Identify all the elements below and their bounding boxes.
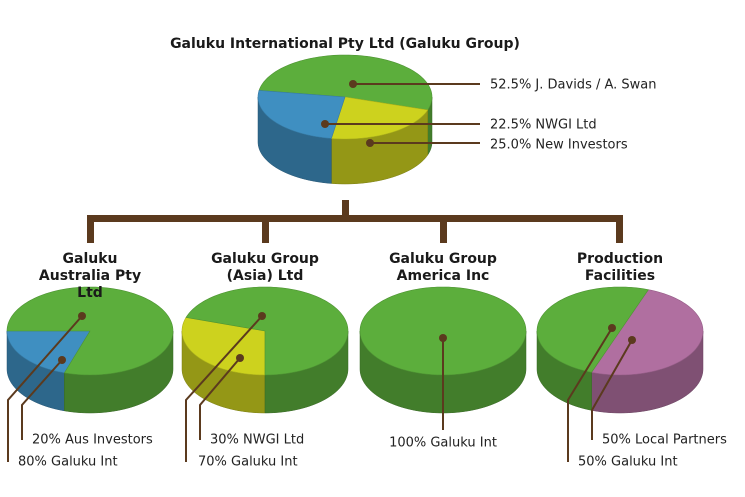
slice-label: 30% NWGI Ltd — [210, 433, 304, 448]
slice-label: 25.0% New Investors — [490, 138, 628, 153]
slice-label: 70% Galuku Int — [198, 455, 298, 470]
connector — [440, 215, 447, 243]
connector — [87, 215, 623, 222]
leader-dot — [628, 336, 636, 344]
title: Galuku International Pty Ltd (Galuku Gro… — [170, 36, 520, 52]
leader-line — [185, 315, 263, 462]
slice-label: 50% Galuku Int — [578, 455, 678, 470]
pie-slice — [6, 330, 91, 374]
connectors — [87, 200, 623, 243]
pie-slice — [181, 317, 266, 376]
leader-line — [21, 359, 63, 440]
pie-slice — [359, 286, 527, 376]
leader-dot — [321, 120, 329, 128]
leader-line — [7, 315, 83, 462]
leader-line — [199, 357, 241, 440]
pie-slice — [185, 286, 349, 376]
slice-label: 100% Galuku Int — [389, 436, 497, 451]
title: Galuku Group (Asia) Ltd — [211, 251, 319, 284]
connector — [87, 215, 94, 243]
slice-label: 22.5% NWGI Ltd — [490, 118, 597, 133]
leader-dot — [349, 80, 357, 88]
title: Galuku Group America Inc — [389, 251, 497, 284]
leader-line — [591, 339, 633, 440]
pie-slice — [536, 286, 649, 373]
title: Production Facilities — [576, 251, 664, 284]
leader-dot — [78, 312, 86, 320]
pie-slice — [330, 96, 429, 140]
slice-label: 52.5% J. Davids / A. Swan — [490, 78, 657, 93]
leader-line — [567, 327, 613, 462]
slice-label: 20% Aus Investors — [32, 433, 153, 448]
connector — [342, 200, 349, 220]
leader-dot — [608, 324, 616, 332]
pie-slice — [258, 54, 433, 111]
leader-dot — [58, 356, 66, 364]
slice-label: 80% Galuku Int — [18, 455, 118, 470]
pie-slice — [6, 286, 174, 376]
pie-slice — [591, 289, 704, 376]
slice-label: 50% Local Partners — [602, 433, 727, 448]
leader-dot — [439, 334, 447, 342]
connector — [262, 215, 269, 243]
leader-dot — [258, 312, 266, 320]
title: Galuku Australia Pty Ltd — [38, 251, 142, 301]
leader-dot — [236, 354, 244, 362]
leader-dot — [366, 139, 374, 147]
connector — [616, 215, 623, 243]
